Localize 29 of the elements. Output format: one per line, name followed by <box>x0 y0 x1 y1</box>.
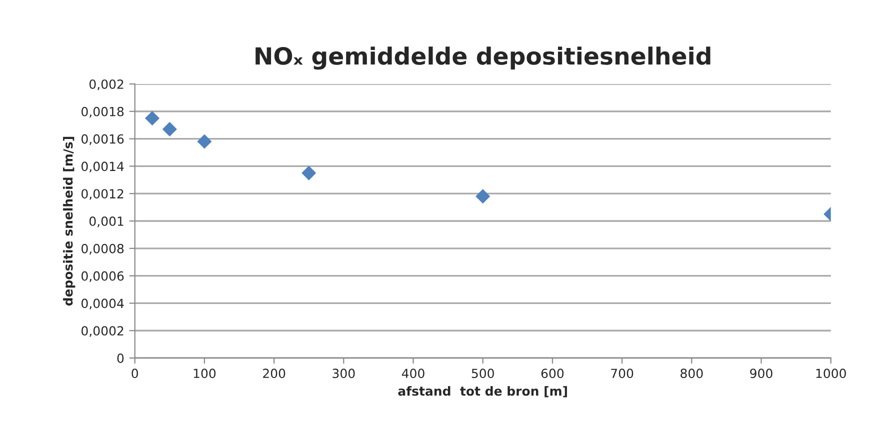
y-tick-label: 0,002 <box>89 79 124 90</box>
y-tick-label: 0,0004 <box>82 298 124 310</box>
y-tick-label: 0,0012 <box>82 189 124 200</box>
x-tick-label: 600 <box>541 368 564 378</box>
x-tick-label: 500 <box>472 368 494 378</box>
y-tick-label: 0,001 <box>89 216 124 228</box>
x-tick-label: 300 <box>332 368 355 378</box>
x-tick-label: 400 <box>402 368 424 378</box>
x-tick-label: 0 <box>132 368 138 378</box>
x-tick-label: 200 <box>263 368 286 378</box>
point <box>144 110 160 126</box>
x-tick-label: 100 <box>194 368 216 378</box>
chart-title: NOₓ gemiddelde depositiesnelheid <box>256 46 710 70</box>
y-tick-label: 0,0002 <box>82 326 124 337</box>
y-tick-label: 0,0008 <box>82 244 124 255</box>
y-tick-label: 0,0006 <box>82 271 124 282</box>
y-tick-label: 0 <box>117 353 124 363</box>
x-tick-label: 700 <box>611 368 634 378</box>
y-tick-label: 0,0014 <box>82 162 124 172</box>
point <box>162 122 177 136</box>
point <box>197 134 212 149</box>
y-tick-label: 0,0016 <box>82 134 124 145</box>
x-tick-label: 900 <box>750 368 772 378</box>
y-tick-label: 0,0018 <box>82 106 124 118</box>
x-tick-label: 800 <box>680 368 703 378</box>
y-axis-title: depositie snelheid [m/s] <box>63 136 76 306</box>
x-axis-title: afstand tot de bron [m] <box>398 386 567 398</box>
x-tick-label: 1000 <box>816 368 846 378</box>
point <box>302 166 316 180</box>
